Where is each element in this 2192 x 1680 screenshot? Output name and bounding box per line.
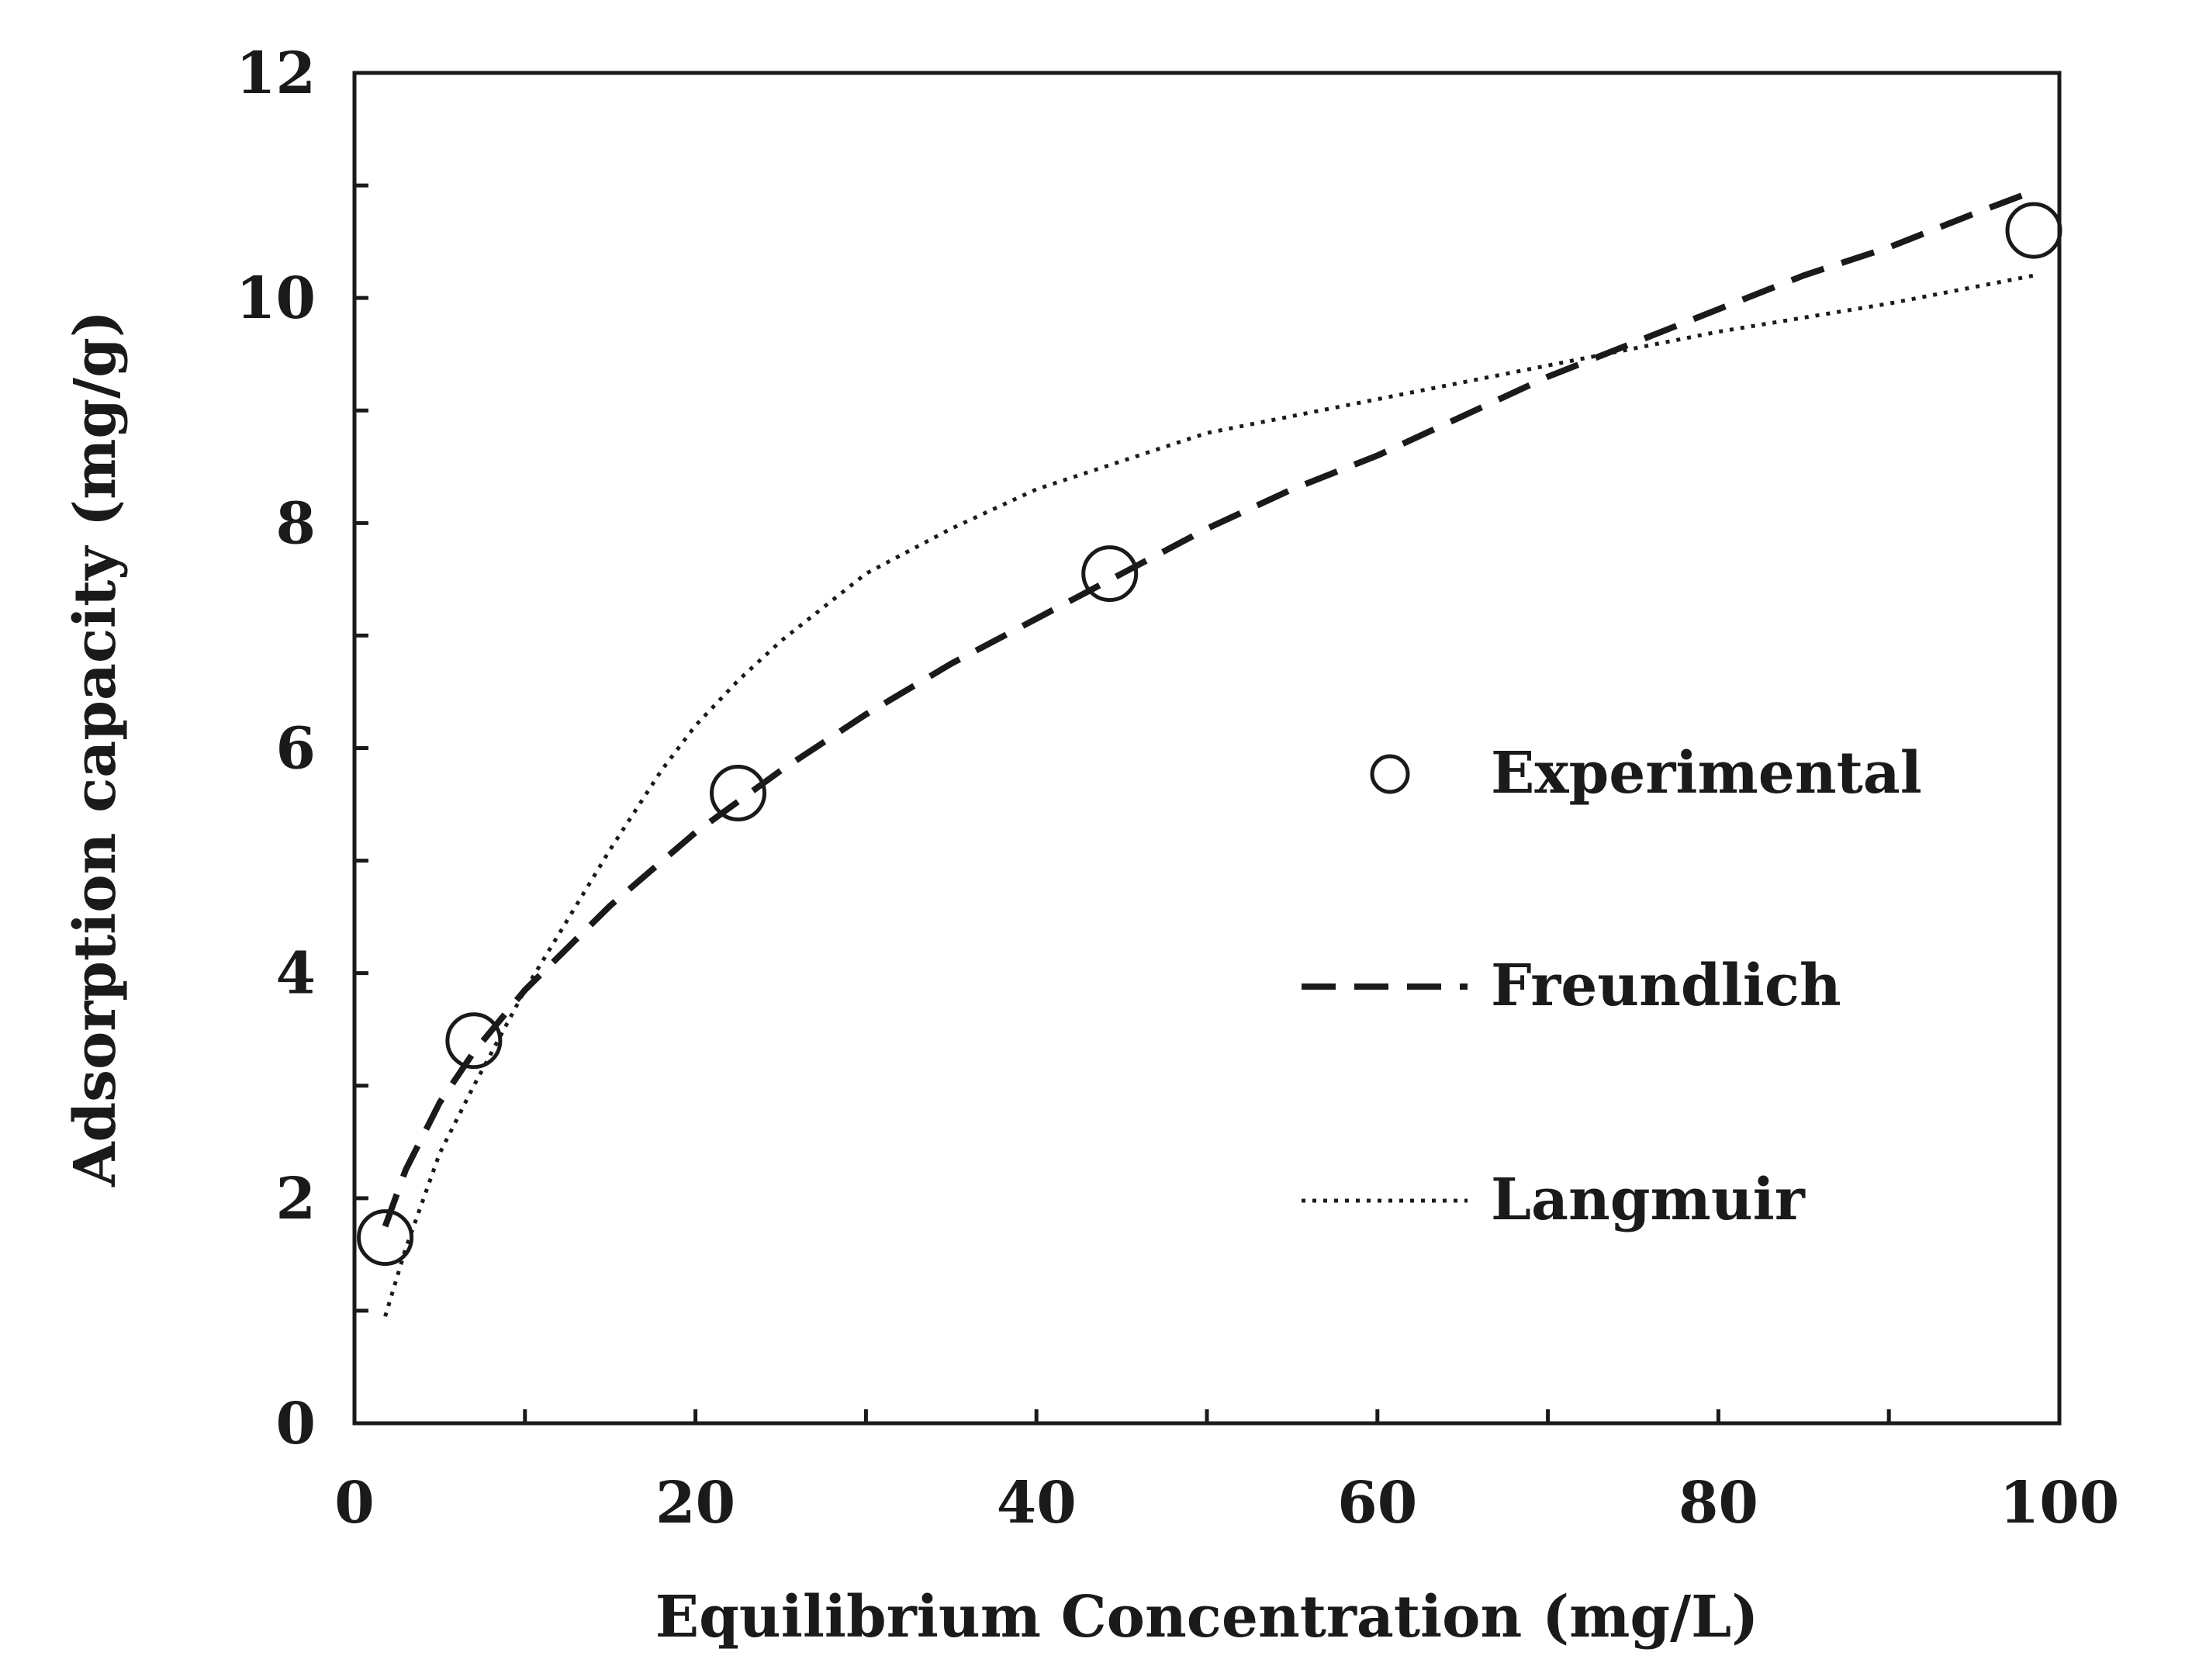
legend-label-freundlich: Freundlich xyxy=(1491,952,1841,1019)
x-tick-label: 60 xyxy=(1337,1470,1417,1537)
x-axis-title: Equilibrium Concentration (mg/L) xyxy=(655,1584,1758,1651)
y-tick-label: 8 xyxy=(276,490,316,557)
x-tick-label: 80 xyxy=(1679,1470,1758,1537)
legend-label-langmuir: Langmuir xyxy=(1491,1167,1806,1233)
y-axis-ticks: 0 2 4 6 8 10 12 xyxy=(236,40,368,1457)
y-tick-label: 2 xyxy=(276,1166,316,1232)
series-line-freundlich xyxy=(382,188,2035,1228)
x-tick-label: 0 xyxy=(334,1470,375,1537)
y-tick-label: 10 xyxy=(236,265,316,332)
y-tick-label: 12 xyxy=(236,40,316,107)
legend: Experimental Freundlich Langmuir xyxy=(1302,740,1922,1233)
data-point-experimental xyxy=(710,765,767,822)
x-axis-ticks: 0 20 40 60 80 100 xyxy=(334,1409,2119,1537)
x-tick-label: 40 xyxy=(997,1470,1077,1537)
y-tick-label: 6 xyxy=(276,716,316,783)
series-points xyxy=(357,202,2062,1267)
data-point-experimental xyxy=(2005,202,2062,259)
y-tick-label: 0 xyxy=(276,1391,316,1457)
x-tick-label: 20 xyxy=(655,1470,735,1537)
series-lines xyxy=(382,188,2035,1317)
y-axis-title: Adsorption capacity (mg/g) xyxy=(62,310,129,1187)
legend-marker-experimental xyxy=(1370,754,1410,794)
x-tick-label: 100 xyxy=(2000,1470,2119,1537)
legend-label-experimental: Experimental xyxy=(1491,740,1922,807)
data-point-experimental xyxy=(357,1209,414,1267)
data-point-experimental xyxy=(445,1012,503,1070)
y-tick-label: 4 xyxy=(276,941,316,1008)
data-point-experimental xyxy=(1081,545,1139,603)
